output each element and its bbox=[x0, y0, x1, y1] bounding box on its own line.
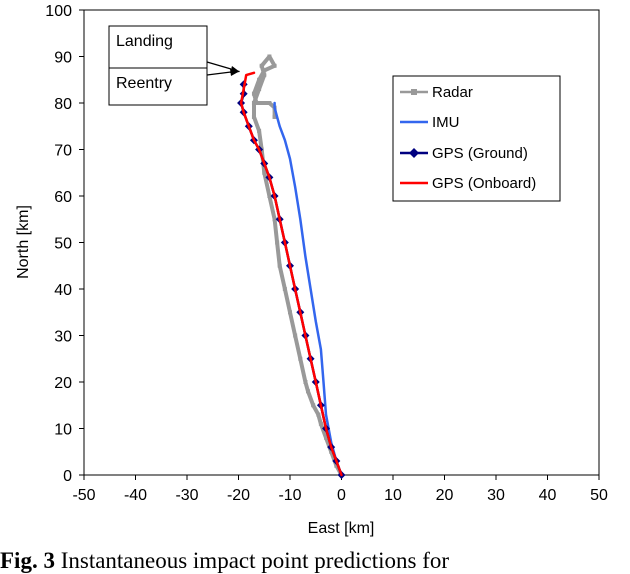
y-tick-label: 20 bbox=[54, 375, 72, 392]
data-point-radar bbox=[257, 77, 262, 82]
annotation-landing: Landing bbox=[116, 33, 173, 50]
data-point-radar bbox=[288, 310, 292, 315]
x-tick-label: -40 bbox=[124, 487, 147, 504]
y-tick-label: 100 bbox=[45, 3, 72, 20]
y-tick-label: 80 bbox=[54, 96, 72, 113]
y-tick-label: 0 bbox=[63, 468, 72, 485]
annotation-arrowhead-reentry bbox=[230, 69, 240, 76]
data-point-radar bbox=[272, 217, 277, 222]
legend-label-imu: IMU bbox=[432, 114, 460, 131]
chart: -50 -40 -30 -20 -10 0 10 20 30 40 50 0 10 20 30 40 50 60 7… bbox=[15, 3, 608, 537]
data-point-radar bbox=[311, 403, 316, 408]
data-point-radar bbox=[267, 101, 272, 105]
legend-label-radar: Radar bbox=[432, 84, 473, 101]
legend-marker-radar bbox=[411, 89, 417, 95]
y-tick-label: 70 bbox=[54, 143, 72, 160]
data-point-radar bbox=[259, 63, 264, 68]
y-tick-label: 40 bbox=[54, 282, 72, 299]
data-point-radar bbox=[277, 263, 282, 268]
data-point-radar bbox=[262, 68, 267, 73]
data-point-radar bbox=[334, 463, 339, 468]
x-tick-label: 30 bbox=[487, 487, 505, 504]
x-tick-label: 10 bbox=[384, 487, 402, 504]
legend-marker-gps-ground bbox=[409, 148, 419, 158]
legend-box bbox=[392, 75, 561, 202]
data-point-radar bbox=[257, 128, 262, 133]
x-tick-label: 20 bbox=[436, 487, 454, 504]
x-tick-label: 50 bbox=[590, 487, 608, 504]
data-point-radar bbox=[282, 287, 287, 291]
data-point-radar bbox=[251, 114, 256, 119]
data-point-radar bbox=[293, 333, 298, 338]
legend-label-gps-onboard: GPS (Onboard) bbox=[432, 175, 536, 192]
annotation-arrow-reentry bbox=[206, 71, 232, 76]
y-tick-label: 90 bbox=[54, 50, 72, 67]
legend: Radar IMU GPS (Ground) GPS (Onboard) bbox=[392, 75, 561, 202]
data-point-radar bbox=[306, 389, 311, 394]
y-tick-label: 10 bbox=[54, 422, 72, 439]
annotation-callout: Landing Reentry bbox=[108, 25, 240, 106]
data-point-radar bbox=[275, 240, 280, 245]
y-tick-label: 60 bbox=[54, 189, 72, 206]
x-tick-label: -20 bbox=[227, 487, 250, 504]
data-point-radar bbox=[329, 449, 334, 454]
x-tick-label: -10 bbox=[278, 487, 301, 504]
data-point-radar bbox=[303, 380, 308, 384]
series-line-radar bbox=[252, 54, 344, 477]
data-point-radar bbox=[262, 73, 267, 78]
x-tick-label: -30 bbox=[175, 487, 198, 504]
data-point-radar bbox=[272, 63, 277, 68]
data-point-radar bbox=[272, 114, 277, 119]
data-point-radar bbox=[324, 435, 329, 440]
annotation-arrow-landing bbox=[206, 61, 232, 70]
data-point-radar bbox=[254, 101, 259, 105]
caption-label: Fig. 3 bbox=[0, 548, 55, 573]
y-axis-title: North [km] bbox=[15, 205, 32, 279]
x-tick-label: 40 bbox=[539, 487, 557, 504]
figure-caption: Fig. 3 Instantaneous impact point predic… bbox=[0, 548, 630, 574]
data-point-radar bbox=[267, 194, 272, 198]
data-point-radar bbox=[267, 54, 272, 59]
annotation-box bbox=[108, 25, 208, 106]
data-point-radar bbox=[251, 91, 256, 96]
series-group bbox=[237, 54, 346, 479]
legend-label-gps-ground: GPS (Ground) bbox=[432, 145, 528, 162]
x-axis-title: East [km] bbox=[308, 520, 375, 537]
x-tick-label: -50 bbox=[72, 487, 95, 504]
y-tick-label: 50 bbox=[54, 236, 72, 253]
axis-ticks: -50 -40 -30 -20 -10 0 10 20 30 40 50 0 10 20 30 40 50 60 7… bbox=[45, 3, 608, 504]
data-point-radar bbox=[251, 101, 256, 105]
data-point-radar bbox=[262, 170, 267, 175]
series-line-imu bbox=[273, 101, 343, 477]
y-tick-label: 30 bbox=[54, 329, 72, 346]
caption-text: Instantaneous impact point predictions f… bbox=[54, 548, 450, 573]
annotation-reentry: Reentry bbox=[116, 75, 172, 92]
series-line-gps-onboard bbox=[239, 71, 343, 477]
data-point-radar bbox=[318, 421, 323, 426]
data-point-radar bbox=[316, 412, 321, 417]
x-tick-label: 0 bbox=[337, 487, 346, 504]
data-point-radar bbox=[298, 356, 303, 361]
data-point-radar bbox=[257, 87, 262, 92]
